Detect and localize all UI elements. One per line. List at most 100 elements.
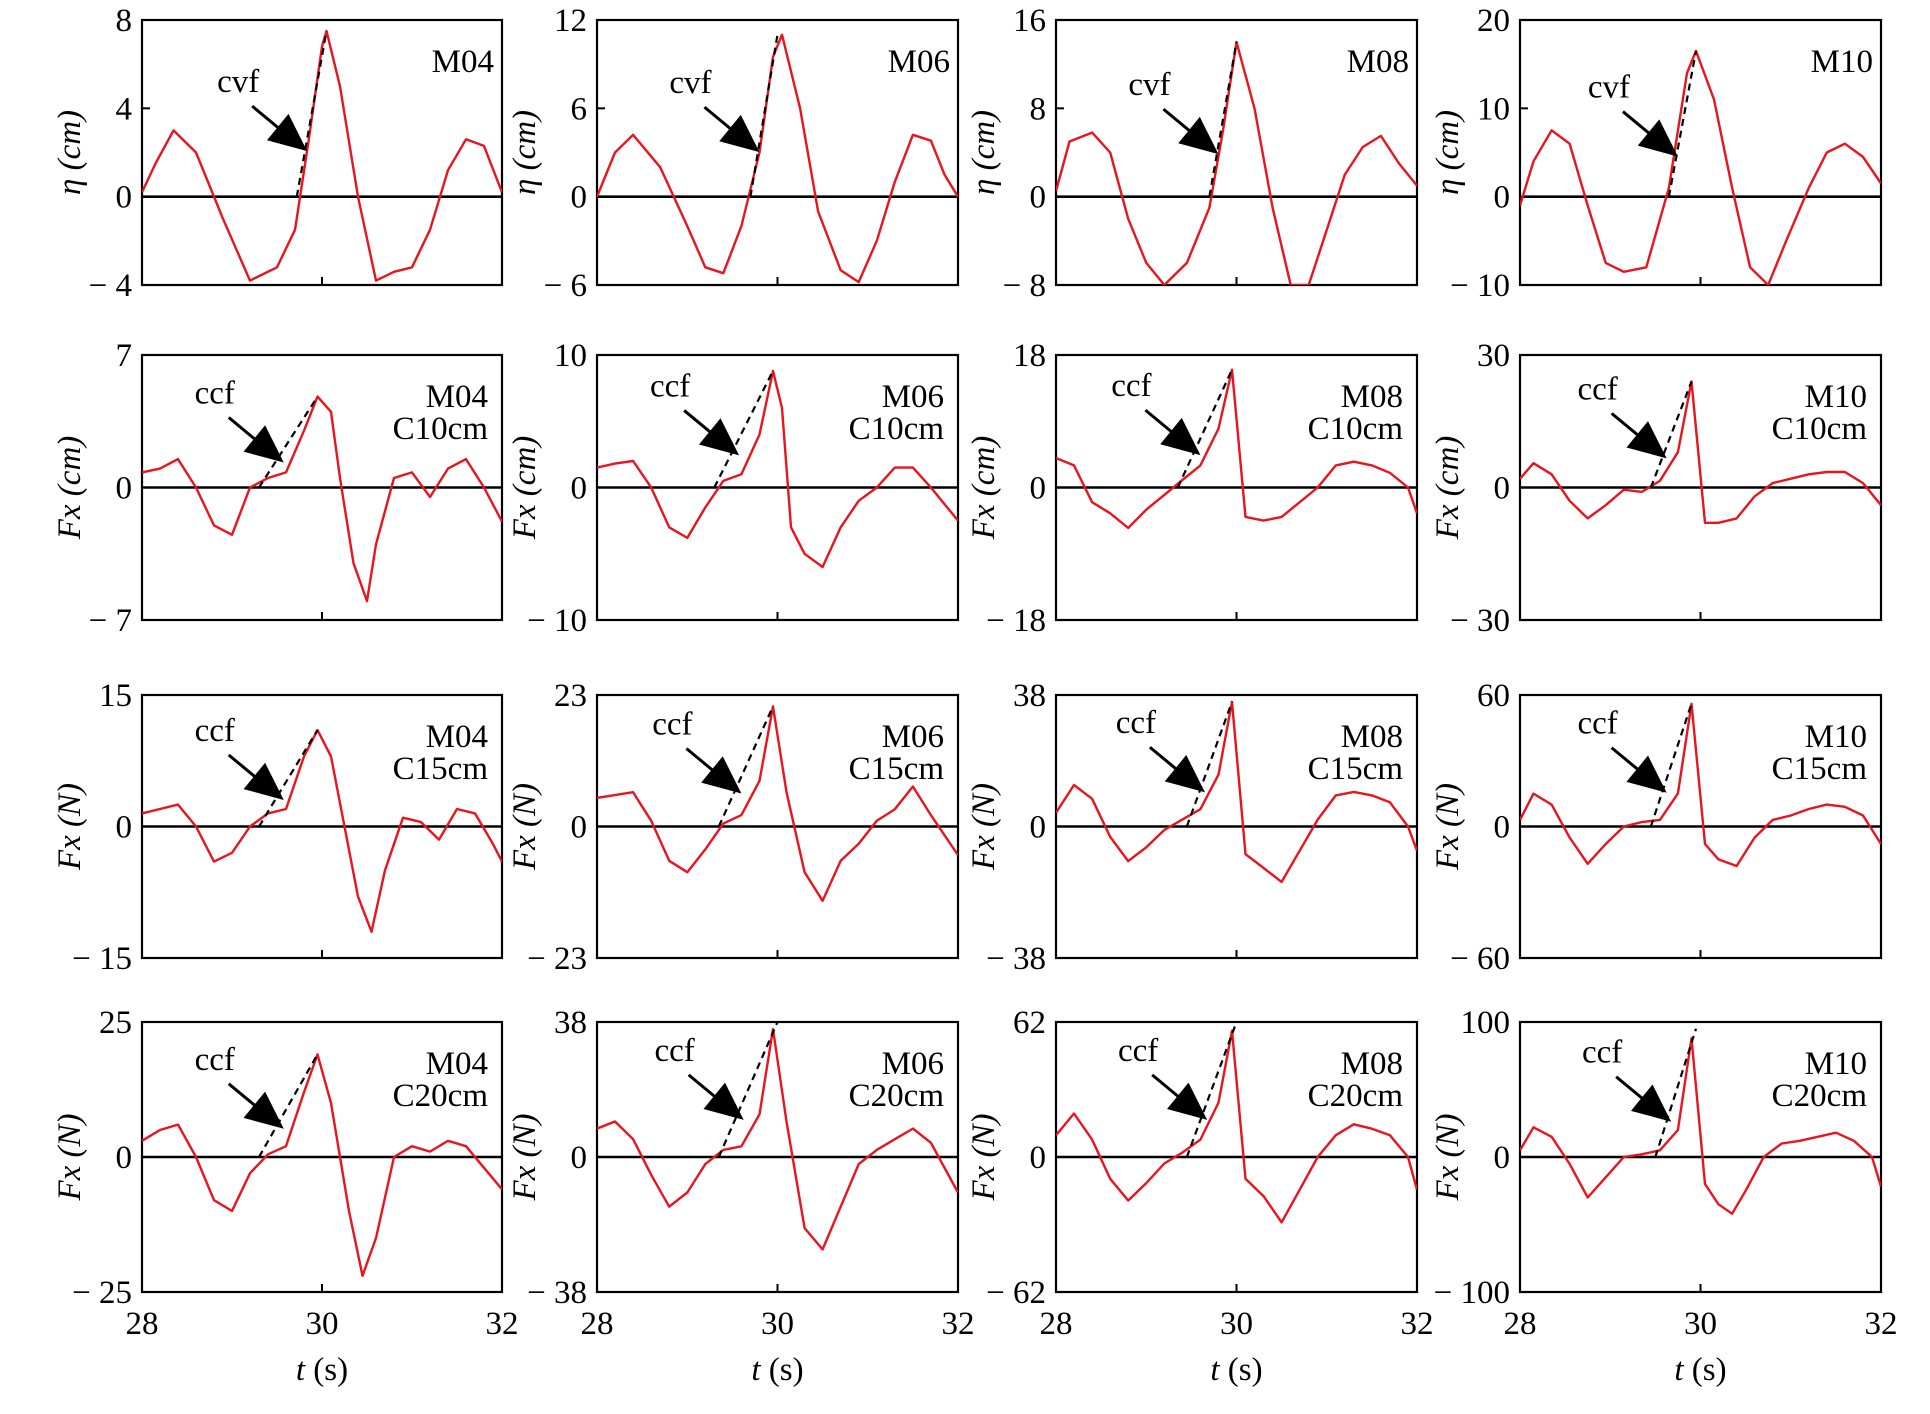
- y-tick-label: − 23: [527, 941, 587, 977]
- y-axis-label-text: Fx (N): [507, 1113, 543, 1201]
- annotation-label: ccf: [1582, 1035, 1622, 1071]
- y-axis-label-text: Fx (N): [1430, 783, 1466, 871]
- y-axis-label-text: η (cm): [507, 110, 543, 195]
- y-axis-label: η (cm): [1430, 110, 1466, 195]
- arrow-head: [701, 756, 742, 794]
- y-tick-label: 25: [99, 1005, 132, 1041]
- arrow-head: [1166, 1082, 1208, 1120]
- series-line: [597, 1027, 958, 1251]
- y-axis-label-text: η (cm): [1430, 110, 1466, 195]
- annotation-label: ccf: [195, 713, 235, 749]
- y-tick-label: 0: [116, 471, 133, 507]
- series-line: [142, 29, 502, 282]
- x-tick-label: 30: [306, 1306, 339, 1342]
- y-tick-label: 15: [99, 678, 132, 714]
- x-axis-unit: (s): [761, 1352, 804, 1388]
- x-axis-symbol: t: [1210, 1352, 1220, 1388]
- panel-label: C15cm: [393, 751, 489, 787]
- x-tick-label: 28: [1040, 1306, 1073, 1342]
- arrow-head: [243, 762, 284, 800]
- y-tick-label: 18: [1013, 338, 1046, 374]
- x-axis-label: t (s): [1210, 1352, 1262, 1388]
- y-axis-label: η (cm): [966, 110, 1002, 195]
- panel-label: M04: [432, 44, 494, 80]
- y-axis-label-text: Fx (N): [1430, 1113, 1466, 1201]
- x-tick-label: 30: [1220, 1306, 1253, 1342]
- panel-label: M04: [426, 379, 488, 415]
- panel-label: M06: [888, 44, 950, 80]
- x-axis-unit: (s): [1220, 1352, 1263, 1388]
- y-tick-label: 38: [1013, 678, 1046, 714]
- x-tick-label: 30: [1684, 1306, 1717, 1342]
- panel-label: M04: [426, 1046, 488, 1082]
- y-tick-label: 10: [554, 338, 587, 374]
- y-tick-label: − 10: [527, 603, 587, 639]
- annotation-label: ccf: [652, 706, 692, 742]
- annotation-label: cvf: [217, 64, 259, 100]
- panel-label: C10cm: [849, 411, 945, 447]
- x-axis-symbol: t: [751, 1352, 761, 1388]
- y-axis-label-text: Fx (N): [966, 783, 1002, 871]
- y-tick-label: 0: [116, 1140, 133, 1176]
- x-axis-label: t (s): [1674, 1352, 1726, 1388]
- x-tick-label: 32: [1865, 1306, 1898, 1342]
- arrow-head: [719, 114, 760, 153]
- panel-label: C10cm: [1772, 411, 1868, 447]
- series-line: [1056, 700, 1417, 884]
- fit-line: [1208, 41, 1238, 197]
- y-tick-label: − 100: [1434, 1275, 1510, 1311]
- annotation-label: ccf: [655, 1033, 695, 1069]
- y-tick-label: 12: [554, 3, 587, 39]
- fit-line: [1185, 701, 1234, 827]
- series-line: [597, 33, 958, 284]
- y-tick-label: − 4: [89, 268, 132, 304]
- arrow-head: [1160, 417, 1201, 456]
- annotation-label: ccf: [1578, 371, 1618, 407]
- y-tick-label: 60: [1477, 678, 1510, 714]
- x-tick-label: 28: [1504, 1306, 1537, 1342]
- fit-line: [717, 705, 774, 827]
- y-axis-label-text: Fx (cm): [966, 436, 1002, 541]
- panel-0-0: 8 4 0 − 4 η (cm) cvf M04: [52, 3, 504, 304]
- panel-0-2: 16 8 0 − 8 η (cm) cvf M08: [966, 3, 1419, 304]
- series-line: [1520, 380, 1881, 524]
- y-axis-label: Fx (N): [966, 783, 1002, 871]
- x-tick-label: 32: [486, 1306, 519, 1342]
- fit-line: [713, 370, 774, 488]
- annotation-label: ccf: [1578, 706, 1618, 742]
- y-tick-label: 62: [1013, 1005, 1046, 1041]
- y-tick-label: − 15: [72, 941, 132, 977]
- x-axis-unit: (s): [305, 1352, 348, 1388]
- series-line: [1056, 368, 1417, 530]
- arrow-head: [1626, 421, 1667, 459]
- panel-label: M06: [882, 1046, 944, 1082]
- y-axis-label-text: Fx (cm): [52, 436, 88, 541]
- fit-line: [1176, 369, 1233, 488]
- annotation-label: ccf: [1118, 1033, 1158, 1069]
- fit-line: [1654, 1028, 1698, 1158]
- y-tick-label: − 38: [527, 1275, 587, 1311]
- y-tick-label: 0: [1030, 810, 1047, 846]
- arrow-head: [266, 113, 308, 152]
- y-tick-label: 30: [1477, 338, 1510, 374]
- y-tick-label: − 25: [72, 1275, 132, 1311]
- annotation-label: ccf: [195, 1042, 235, 1078]
- series-line: [1520, 702, 1881, 868]
- y-tick-label: 8: [1030, 91, 1047, 127]
- x-tick-label: 32: [942, 1306, 975, 1342]
- panel-label: C15cm: [1772, 751, 1868, 787]
- x-axis-label: t (s): [296, 1352, 348, 1388]
- arrow-head: [1637, 119, 1678, 157]
- arrow-head: [1630, 1084, 1672, 1122]
- y-tick-label: 0: [1494, 471, 1511, 507]
- x-axis-symbol: t: [1674, 1352, 1684, 1388]
- arrow-head: [243, 1091, 284, 1129]
- fit-line: [258, 1053, 319, 1158]
